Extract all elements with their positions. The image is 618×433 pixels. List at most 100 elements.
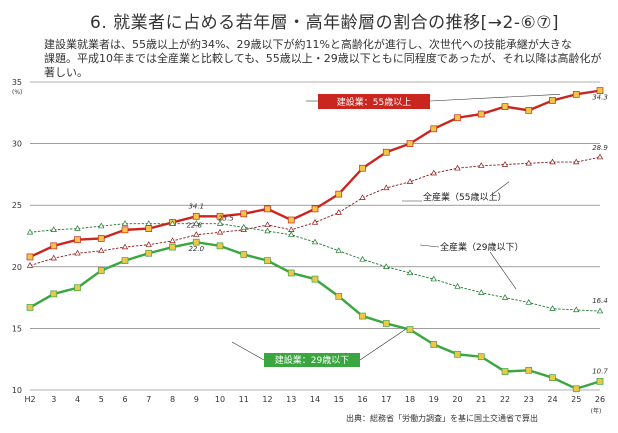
data-point [335, 209, 342, 215]
data-point [383, 263, 390, 269]
callout-box [318, 94, 430, 109]
callout-leader [231, 341, 265, 361]
data-point [501, 294, 509, 300]
data-point [121, 257, 129, 264]
data-point [26, 253, 34, 261]
data-point [335, 247, 342, 253]
data-point [549, 374, 556, 382]
data-point [573, 158, 580, 165]
data-point [50, 242, 58, 250]
x-tick-label: 15 [334, 395, 344, 404]
data-point [50, 254, 57, 261]
x-tick-label: 17 [381, 395, 391, 404]
x-tick-label: 22 [500, 395, 510, 404]
data-point [406, 140, 414, 147]
data-point [50, 290, 58, 298]
data-point [406, 269, 414, 276]
data-label: 22.8 [186, 221, 202, 229]
callout-label: 建設業：55歳以上 [337, 96, 411, 108]
x-tick-label: 11 [239, 395, 249, 404]
data-point [216, 220, 224, 226]
data-point [74, 249, 81, 256]
y-tick-label: 25 [12, 201, 22, 210]
y-tick-label: 20 [12, 263, 22, 272]
data-point [573, 306, 580, 313]
data-point [501, 368, 509, 375]
data-point [169, 220, 176, 226]
data-point [169, 243, 176, 251]
data-point [74, 284, 81, 292]
data-point [145, 225, 153, 232]
data-point [430, 341, 438, 348]
data-point [26, 304, 34, 311]
x-tick-label: 4 [75, 395, 80, 404]
data-point [596, 153, 604, 160]
description-line: 著しい。 [44, 66, 88, 79]
data-point [359, 194, 366, 200]
data-point [288, 226, 295, 232]
data-point [192, 212, 200, 220]
data-point [359, 164, 366, 172]
x-tick-label: 24 [547, 395, 557, 404]
page-title: 6. 就業者に占める若年層・高年齢層の割合の推移[→2-⑥⑦] [90, 13, 560, 33]
data-point [525, 299, 532, 305]
data-label: 34.1 [188, 202, 204, 210]
data-point [121, 226, 129, 234]
data-point [572, 90, 580, 98]
x-tick-label: 21 [476, 395, 486, 404]
callout-leader [489, 181, 510, 197]
data-point [169, 237, 176, 244]
x-tick-label: 23 [524, 395, 534, 404]
data-point [192, 238, 200, 246]
data-point [145, 220, 152, 226]
data-point [287, 269, 295, 277]
data-point [98, 222, 105, 229]
y-tick-label: 10 [12, 386, 22, 395]
callout-leader [489, 251, 517, 290]
y-axis: 10 15 20 25 30 35 (%) [12, 78, 23, 395]
callout-box [264, 353, 360, 367]
data-point [549, 97, 556, 104]
x-tick-label: H2 [24, 395, 35, 404]
x-tick-label: 7 [146, 395, 151, 404]
data-point [98, 247, 105, 253]
data-label: 16.4 [592, 297, 608, 305]
x-tick-label: 19 [429, 395, 439, 404]
x-tick-label: 20 [452, 395, 462, 404]
data-point [240, 223, 247, 230]
data-point [406, 178, 414, 184]
data-point [596, 87, 604, 94]
y-unit-label: (%) [12, 89, 22, 96]
callout-leader [419, 244, 440, 248]
data-point [97, 267, 105, 274]
data-point [549, 158, 556, 165]
x-tick-label: 9 [194, 395, 199, 404]
data-point [335, 190, 343, 198]
callout-leader [429, 94, 561, 102]
data-point [216, 212, 224, 220]
chart-grid [30, 81, 600, 391]
data-point [382, 148, 390, 156]
data-point [454, 283, 461, 289]
x-tick-label: 26 [595, 395, 605, 404]
callout-label: 全産業（55歳以上） [423, 191, 506, 203]
x-tick-label: 8 [170, 395, 175, 404]
data-point [359, 312, 366, 320]
data-label: 22.0 [188, 245, 204, 253]
data-point [264, 227, 271, 234]
data-point [193, 220, 200, 226]
data-point [572, 385, 580, 393]
data-point [478, 162, 485, 168]
x-tick-label: 6 [122, 395, 127, 404]
data-point [264, 221, 271, 228]
data-point [525, 159, 532, 166]
x-tick-label: 25 [571, 395, 581, 404]
data-point [216, 242, 224, 250]
data-point [26, 262, 34, 268]
y-tick-label: 35 [12, 78, 22, 87]
description-line: 課題。平成10年までは全産業と比較しても、55歳以上・29歳以下ともに同程度であ… [44, 52, 602, 65]
data-point [430, 125, 438, 133]
data-point [97, 235, 105, 242]
